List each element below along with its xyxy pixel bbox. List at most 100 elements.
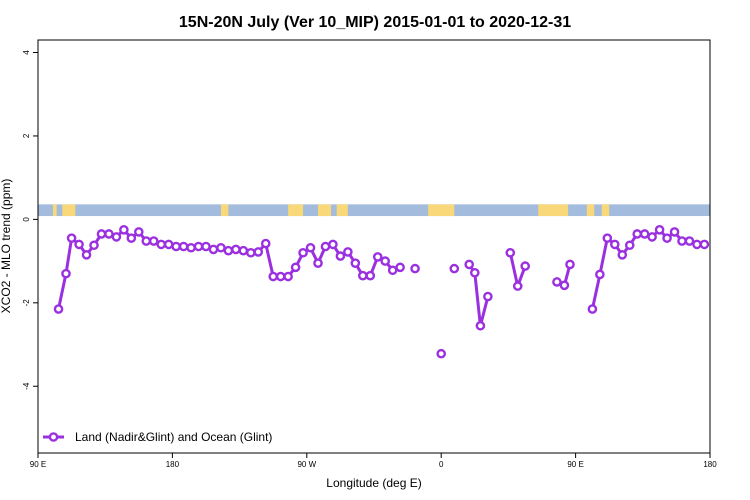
data-point (395, 262, 405, 273)
series-layer (53, 225, 710, 359)
y-tick-label: 4 (22, 50, 31, 55)
data-point (669, 227, 680, 237)
data-point (268, 271, 279, 282)
data-point (475, 320, 486, 331)
data-point (216, 242, 226, 253)
legend-label: Land (Nadir&Glint) and Ocean (Glint) (75, 430, 272, 444)
data-point (260, 238, 271, 249)
data-point (365, 270, 376, 281)
data-point (699, 239, 710, 250)
data-point (483, 291, 493, 302)
x-tick-label: 90 W (297, 460, 316, 469)
data-point (178, 241, 189, 252)
data-point (320, 241, 331, 252)
data-point (163, 239, 174, 250)
data-point (275, 271, 286, 282)
data-point (133, 227, 144, 237)
data-point (595, 269, 605, 280)
data-point (372, 252, 383, 262)
data-point (469, 267, 480, 278)
data-point (223, 245, 234, 256)
data-point (111, 232, 122, 242)
data-point (464, 259, 475, 270)
data-point (654, 225, 665, 235)
data-point (410, 263, 420, 274)
data-point (610, 239, 620, 250)
data-point (602, 233, 613, 243)
land-patch (428, 204, 455, 217)
land-patch (220, 204, 229, 217)
data-point (238, 245, 249, 256)
data-point (313, 258, 323, 268)
x-tick-label: 90 E (30, 460, 46, 469)
data-point (559, 280, 570, 291)
data-point (662, 233, 672, 243)
data-point (350, 258, 361, 268)
x-tick-label: 180 (703, 460, 717, 469)
data-point (156, 239, 166, 250)
data-point (677, 236, 687, 246)
series-line (57, 228, 401, 310)
land-patch (586, 204, 595, 217)
data-point (81, 250, 92, 260)
x-tick-label: 180 (166, 460, 180, 469)
data-point (53, 304, 64, 314)
x-tick-label: 90 E (567, 460, 583, 469)
data-point (231, 244, 241, 255)
land-patch (601, 204, 610, 217)
land-patch (336, 204, 348, 217)
data-point (436, 348, 447, 359)
data-point (552, 277, 562, 287)
data-point (624, 240, 635, 251)
data-point (66, 233, 77, 243)
data-point (253, 247, 264, 257)
data-point (283, 271, 293, 282)
series-line (467, 263, 490, 328)
data-point (208, 244, 219, 255)
data-point (104, 229, 114, 239)
land-mask-band (38, 204, 710, 217)
data-point (692, 239, 702, 250)
data-point (647, 232, 657, 242)
y-axis: -4 -2 0 2 4 (22, 50, 38, 390)
data-point (449, 263, 460, 274)
y-tick-label: 2 (22, 133, 31, 138)
data-point (119, 225, 129, 235)
chart-title: 15N-20N July (Ver 10_MIP) 2015-01-01 to … (179, 14, 571, 31)
data-point (141, 236, 152, 246)
ocean-band (38, 204, 710, 217)
data-point (684, 236, 695, 246)
data-point (298, 247, 308, 258)
data-point (335, 251, 346, 261)
data-point (305, 242, 316, 253)
data-point (126, 233, 137, 243)
y-tick-label: -2 (22, 299, 31, 307)
x-axis: 90 E 180 90 W 0 90 E 180 (30, 453, 717, 469)
data-point (380, 256, 391, 266)
data-point (96, 229, 107, 239)
data-point (245, 247, 256, 258)
data-point (186, 242, 196, 253)
data-point (328, 239, 338, 250)
data-point (512, 281, 523, 291)
data-point (505, 247, 516, 258)
y-tick-label: -4 (22, 382, 31, 390)
data-point (171, 241, 181, 252)
x-tick-label: 0 (439, 460, 444, 469)
data-point (201, 241, 211, 252)
data-point (74, 239, 84, 250)
data-point (639, 229, 650, 239)
y-tick-label: 0 (22, 217, 31, 222)
data-point (617, 250, 628, 260)
x-axis-label: Longitude (deg E) (326, 476, 421, 490)
data-point (61, 268, 71, 279)
land-patch (52, 204, 57, 217)
data-point (89, 240, 99, 251)
land-patch (288, 204, 304, 217)
data-point (148, 236, 159, 246)
data-point (357, 270, 368, 281)
data-point (520, 261, 531, 271)
data-point (193, 241, 204, 252)
data-point (290, 262, 301, 273)
